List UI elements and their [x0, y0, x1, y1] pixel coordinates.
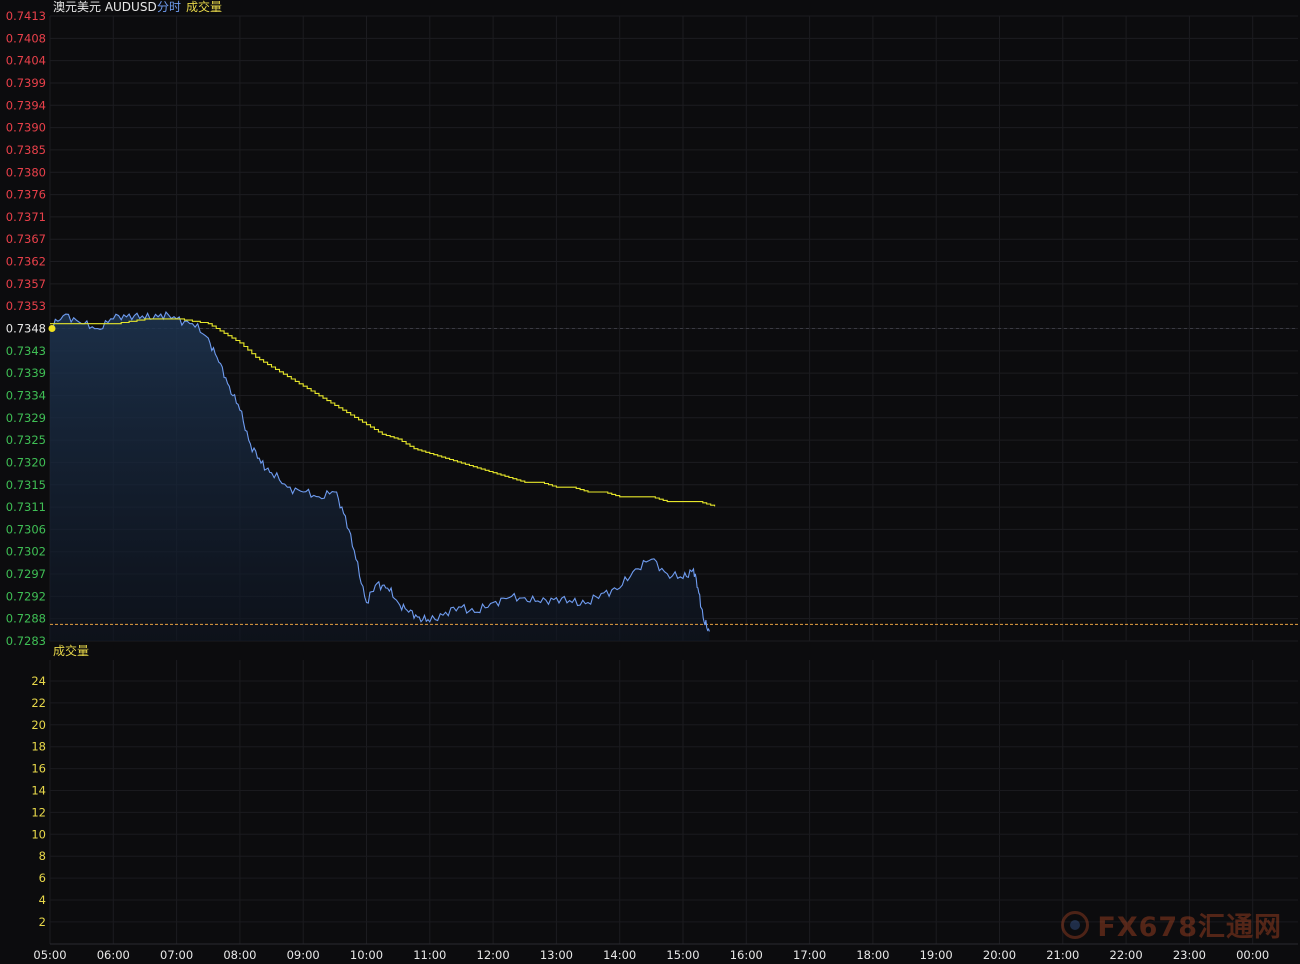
y-tick-label: 0.7353	[6, 299, 46, 313]
y-tick-label: 0.7311	[6, 500, 46, 514]
y-tick-label: 0.7283	[6, 634, 46, 648]
x-tick-label: 06:00	[97, 948, 130, 962]
volume-tick-label: 6	[39, 871, 46, 885]
x-tick-label: 00:00	[1236, 948, 1269, 962]
volume-tick-label: 20	[31, 718, 46, 732]
x-axis-labels: 05:00 06:00 07:00 08:00 09:00 10:00 11:00 12:00…	[33, 948, 1269, 962]
price-area	[50, 312, 1298, 641]
volume-tick-label: 10	[31, 827, 46, 841]
x-tick-label: 10:00	[350, 948, 383, 962]
series-lines	[48, 311, 716, 632]
y-tick-label: 0.7362	[6, 255, 46, 269]
y-tick-label: 0.7390	[6, 121, 46, 135]
x-tick-label: 22:00	[1110, 948, 1143, 962]
x-tick-label: 16:00	[730, 948, 763, 962]
x-tick-label: 20:00	[983, 948, 1016, 962]
y-tick-label: 0.7297	[6, 567, 46, 581]
x-tick-label: 21:00	[1046, 948, 1079, 962]
x-tick-label: 05:00	[33, 948, 66, 962]
y-tick-label: 0.7288	[6, 612, 46, 626]
y-tick-label: 0.7399	[6, 76, 46, 90]
volume-tick-label: 16	[31, 762, 46, 776]
volume-tick-label: 22	[31, 696, 46, 710]
y-tick-label: 0.7376	[6, 188, 46, 202]
price-area-fill	[50, 312, 710, 641]
y-tick-label: 0.7306	[6, 522, 46, 536]
y-tick-label: 0.7339	[6, 366, 46, 380]
y-tick-label: 0.7325	[6, 433, 46, 447]
y-tick-label: 0.7357	[6, 277, 46, 291]
x-tick-label: 15:00	[666, 948, 699, 962]
y-axis-labels: 0.7413 0.7408 0.7404 0.7399 0.7394 0.7390 0.73…	[6, 9, 46, 648]
x-tick-label: 19:00	[920, 948, 953, 962]
volume-tick-label: 8	[39, 849, 46, 863]
x-tick-label: 18:00	[856, 948, 889, 962]
y-tick-label: 0.7394	[6, 98, 46, 112]
x-tick-label: 13:00	[540, 948, 573, 962]
y-tick-label: 0.7371	[6, 210, 46, 224]
volume-tick-label: 12	[31, 805, 46, 819]
y-tick-label: 0.7380	[6, 165, 46, 179]
y-tick-label: 0.7413	[6, 9, 46, 23]
volume-tick-label: 4	[39, 893, 46, 907]
x-tick-label: 17:00	[793, 948, 826, 962]
x-tick-label: 11:00	[413, 948, 446, 962]
x-tick-label: 23:00	[1173, 948, 1206, 962]
y-tick-label: 0.7302	[6, 545, 46, 559]
y-tick-label: 0.7343	[6, 344, 46, 358]
y-tick-label: 0.7292	[6, 589, 46, 603]
y-tick-label: 0.7404	[6, 54, 46, 68]
x-tick-label: 07:00	[160, 948, 193, 962]
volume-panel-title: 成交量	[53, 643, 89, 658]
x-tick-label: 12:00	[477, 948, 510, 962]
reference-price-marker	[48, 325, 56, 332]
volume-tick-label: 14	[31, 784, 46, 798]
y-tick-label: 0.7315	[6, 478, 46, 492]
average-price-line	[50, 318, 716, 507]
y-tick-label: 0.7329	[6, 411, 46, 425]
x-tick-label: 09:00	[287, 948, 320, 962]
y-tick-label: 0.7348	[6, 322, 46, 336]
y-tick-label: 0.7408	[6, 31, 46, 45]
x-tick-label: 14:00	[603, 948, 636, 962]
volume-tick-label: 2	[39, 915, 46, 929]
watermark-logo: FX678汇通网	[1061, 905, 1282, 944]
fx678-logo-icon	[1061, 910, 1090, 939]
volume-tick-label: 18	[31, 740, 46, 754]
y-tick-label: 0.7385	[6, 143, 46, 157]
volume-tick-label: 24	[31, 674, 46, 688]
y-tick-label: 0.7320	[6, 455, 46, 469]
price-series-line	[49, 311, 710, 632]
chart-title-mode[interactable]: 分时	[157, 0, 181, 14]
chart-title-volume-tab[interactable]: 成交量	[186, 0, 222, 14]
chart-title-instrument: 澳元美元 AUDUSD	[53, 0, 157, 14]
y-tick-label: 0.7367	[6, 232, 46, 246]
watermark-text: FX678汇通网	[1097, 912, 1282, 943]
y-tick-label: 0.7334	[6, 388, 46, 402]
x-tick-label: 08:00	[223, 948, 256, 962]
volume-axis-labels: 24 22 20 18 16 14 12 10 8 6 4 2	[31, 674, 46, 929]
